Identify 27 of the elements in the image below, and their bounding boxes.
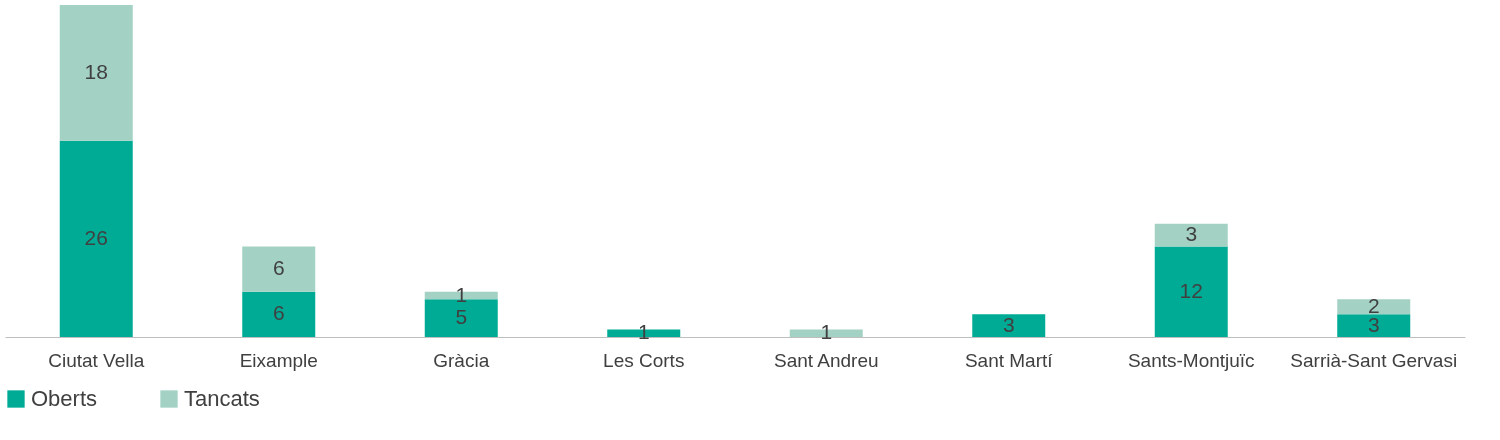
bar: [242, 291, 316, 337]
data-label: 12: [1179, 278, 1203, 302]
data-label: 6: [272, 301, 285, 325]
bar: [972, 314, 1046, 337]
bar: [59, 5, 133, 141]
legend-label: Tancats: [184, 386, 260, 411]
data-label: 5: [455, 305, 468, 329]
bar: [1337, 299, 1411, 315]
x-tick-label: Les Corts: [603, 349, 685, 371]
x-tick-label: Sants-Montjuïc: [1127, 349, 1255, 371]
bar: [1337, 314, 1411, 337]
data-label: 3: [1185, 222, 1198, 246]
data-label: 3: [1002, 312, 1015, 336]
x-tick-label: Sant Martí: [964, 349, 1054, 371]
data-label: 26: [84, 225, 108, 249]
x-tick-label: Eixample: [239, 349, 318, 371]
bar: [242, 246, 316, 292]
bar: [1154, 223, 1228, 247]
bar: [1154, 246, 1228, 337]
x-tick-label: Gràcia: [433, 349, 490, 371]
x-tick-label: Sarrià-Sant Gervasi: [1290, 349, 1458, 371]
x-tick-label: Sant Andreu: [773, 349, 879, 371]
bar: [59, 140, 133, 337]
data-label: 6: [272, 256, 285, 280]
legend-label: Oberts: [31, 386, 98, 411]
data-label: 18: [84, 59, 108, 83]
x-tick-label: Ciutat Vella: [48, 349, 145, 371]
